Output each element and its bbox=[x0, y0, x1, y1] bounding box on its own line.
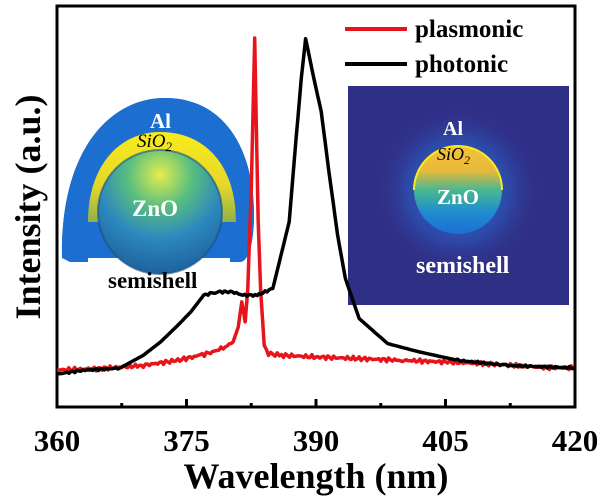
zno-core bbox=[98, 150, 222, 274]
inset2-semishell-label: semishell bbox=[416, 253, 510, 279]
x-tick-label: 375 bbox=[163, 423, 210, 458]
legend: plasmonic photonic bbox=[345, 16, 523, 78]
x-tick-label: 405 bbox=[422, 423, 469, 458]
y-axis-title: Intensity (a.u.) bbox=[8, 94, 48, 319]
inset1-semishell-label: semishell bbox=[108, 268, 197, 293]
legend-label-plasmonic: plasmonic bbox=[415, 16, 523, 43]
inset-field-map: Al SiO2 ZnO semishell bbox=[348, 86, 569, 305]
legend-label-photonic: photonic bbox=[415, 51, 508, 78]
inset-semishell-schematic: Al SiO2 ZnO semishell bbox=[61, 98, 254, 293]
x-tick-label: 420 bbox=[552, 423, 599, 458]
x-axis-title: Wavelength (nm) bbox=[184, 456, 449, 496]
inset2-sio2-label: SiO2 bbox=[437, 144, 470, 167]
field-core bbox=[414, 146, 502, 234]
inset1-zno-label: ZnO bbox=[132, 196, 178, 221]
inset2-al-label: Al bbox=[443, 118, 463, 140]
sio2-layer bbox=[88, 132, 236, 222]
inset1-al-label: Al bbox=[150, 109, 171, 133]
series-layer bbox=[57, 36, 575, 376]
x-tick-label: 390 bbox=[293, 423, 340, 458]
series-line-photonic bbox=[57, 36, 575, 376]
inset1-sio2-label: SiO2 bbox=[137, 131, 173, 154]
zno-core-rim bbox=[97, 149, 223, 275]
x-tick-label: 360 bbox=[34, 423, 81, 458]
x-tick-labels: 360 375 390 405 420 bbox=[34, 423, 599, 458]
field-hotspot-rim bbox=[413, 145, 503, 191]
inset2-zno-label: ZnO bbox=[437, 185, 479, 209]
x-ticks bbox=[55, 399, 577, 407]
